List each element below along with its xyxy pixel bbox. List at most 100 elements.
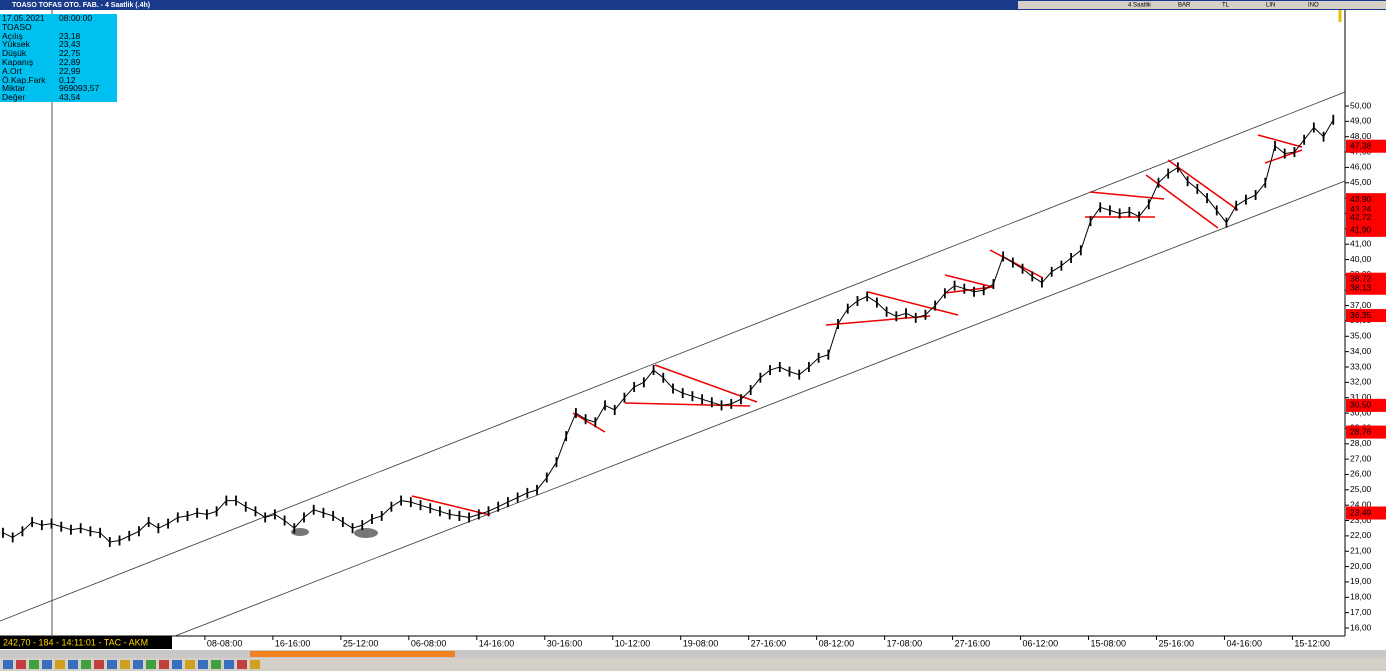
icon[interactable] [185, 660, 195, 669]
title-bar [0, 0, 1386, 10]
y-tick-label: 30,00 [1350, 407, 1372, 417]
toolbar-item[interactable]: LIN [1266, 3, 1275, 9]
icon[interactable] [120, 660, 130, 669]
y-tick-label: 18,00 [1350, 592, 1372, 602]
icon[interactable] [198, 660, 208, 669]
info-label: Miktar [2, 83, 26, 94]
icon[interactable] [172, 660, 182, 669]
toolbar: 4 Saatlik BAR TL LIN INO [1018, 1, 1386, 9]
toolbar-item[interactable]: TL [1222, 3, 1230, 9]
info-symbol: TOASO [2, 21, 32, 32]
y-tick-label: 19,00 [1350, 576, 1372, 586]
x-tick-label: 15-08:00 [1091, 638, 1127, 648]
info-value: 969093,57 [59, 83, 100, 94]
x-tick-label: 25-16:00 [1158, 638, 1194, 648]
y-tick-label: 23,00 [1350, 515, 1372, 525]
scroll-thumb[interactable] [250, 651, 455, 657]
trendline [989, 249, 1044, 279]
trendline [654, 364, 758, 403]
price-label: 43,24 [1350, 204, 1372, 214]
icon[interactable] [146, 660, 156, 669]
icon[interactable] [81, 660, 91, 669]
y-tick-label: 50,00 [1350, 100, 1372, 110]
x-tick-label: 19-08:00 [683, 638, 719, 648]
trendline [624, 402, 751, 407]
icon[interactable] [68, 660, 78, 669]
y-tick-label: 20,00 [1350, 561, 1372, 571]
info-label: Düşük [2, 48, 27, 59]
marker [354, 528, 378, 538]
trendline [1167, 159, 1239, 211]
trendline [411, 495, 491, 516]
toolbar-item[interactable]: 4 Saatlik [1128, 3, 1152, 9]
icon[interactable] [107, 660, 117, 669]
y-tick-label: 46,00 [1350, 162, 1372, 172]
price-label-box [1346, 211, 1386, 225]
trendline [944, 274, 994, 288]
info-label: Açılış [2, 30, 23, 41]
icon[interactable] [250, 660, 260, 669]
y-tick-label: 16,00 [1350, 622, 1372, 632]
x-tick-label: 04-16:00 [1226, 638, 1262, 648]
info-label: A.Ort [2, 65, 22, 76]
icon[interactable] [29, 660, 39, 669]
info-value: 23,43 [59, 39, 81, 50]
info-row: Kapanış 22,89 [0, 58, 117, 67]
price-label: 38,72 [1350, 273, 1372, 283]
y-tick-label: 26,00 [1350, 469, 1372, 479]
x-tick-label: 15-12:00 [1294, 638, 1330, 648]
info-date: 17.05.2021 [2, 13, 45, 23]
info-value: 0,12 [59, 74, 76, 85]
toolbar-item[interactable]: BAR [1178, 3, 1191, 9]
y-tick-label: 31,00 [1350, 392, 1372, 402]
icon[interactable] [94, 660, 104, 669]
bottom-icons [3, 660, 260, 669]
y-tick-label: 40,00 [1350, 254, 1372, 264]
scrollbar[interactable] [0, 650, 1386, 658]
info-row: Düşük 22,75 [0, 49, 117, 58]
x-tick-label: 27-16:00 [955, 638, 991, 648]
x-tick-label: 14-16:00 [479, 638, 515, 648]
icon[interactable] [224, 660, 234, 669]
x-tick-label: 30-16:00 [547, 638, 583, 648]
icon[interactable] [3, 660, 13, 669]
y-tick-label: 48,00 [1350, 131, 1372, 141]
toolbar-item[interactable]: INO [1308, 3, 1319, 9]
y-tick-label: 45,00 [1350, 177, 1372, 187]
price-label-box [1346, 193, 1386, 207]
price-label: 28,76 [1350, 426, 1372, 436]
price-label: 23,49 [1350, 507, 1372, 517]
icon[interactable] [211, 660, 221, 669]
icon[interactable] [133, 660, 143, 669]
info-row: A.Ort 22,99 [0, 65, 117, 76]
icon[interactable] [237, 660, 247, 669]
icon[interactable] [16, 660, 26, 669]
y-tick-label: 28,00 [1350, 438, 1372, 448]
marker [291, 528, 309, 536]
info-value: 22,89 [59, 56, 81, 67]
icon[interactable] [42, 660, 52, 669]
y-tick-label: 27,00 [1350, 453, 1372, 463]
icon[interactable] [55, 660, 65, 669]
price-label: 36,35 [1350, 310, 1372, 320]
trendline [867, 291, 959, 316]
info-time: 08:00:00 [59, 13, 93, 23]
info-label: Yüksek [2, 39, 30, 50]
trendline [1257, 134, 1303, 148]
y-tick-label: 22,00 [1350, 530, 1372, 540]
info-label: Ö.Kap.Fark [2, 74, 46, 85]
info-value: 23,18 [59, 30, 81, 41]
icon[interactable] [159, 660, 169, 669]
price-label: 41,90 [1350, 225, 1372, 235]
x-tick-label: 06-08:00 [411, 638, 447, 648]
x-tick-label: 27-16:00 [751, 638, 787, 648]
x-tick-label: 08-12:00 [819, 638, 855, 648]
info-row: Miktar 969093,57 [0, 84, 117, 93]
x-tick-label: 10-12:00 [615, 638, 651, 648]
info-panel: 17.05.2021 08:00:00 TOASO Açılış 23,18 Yüks… [0, 14, 117, 102]
info-value: 22,75 [59, 48, 81, 59]
y-tick-label: 37,00 [1350, 300, 1372, 310]
